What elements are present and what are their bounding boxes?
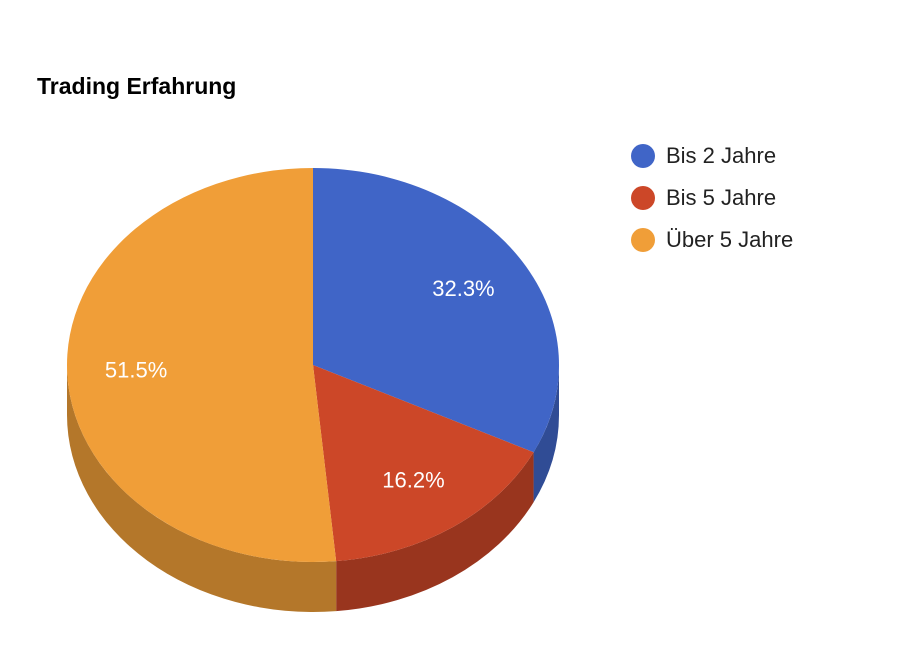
legend-label: Über 5 Jahre [666,227,793,252]
slice [313,168,559,453]
data-label: 16.2% [382,468,444,493]
data-label: 51.5% [105,357,167,382]
legend-label: Bis 5 Jahre [666,185,776,210]
slice [313,365,534,562]
chart-title: Trading Erfahrung [37,73,236,99]
slice-side [67,365,337,612]
legend-swatch [631,186,655,210]
legend-label: Bis 2 Jahre [666,143,776,168]
slice-side [533,365,559,503]
data-label: 32.3% [432,276,494,301]
slice [67,168,337,562]
legend-swatch [631,228,655,252]
slice-side [336,452,534,612]
legend-swatch [631,144,655,168]
